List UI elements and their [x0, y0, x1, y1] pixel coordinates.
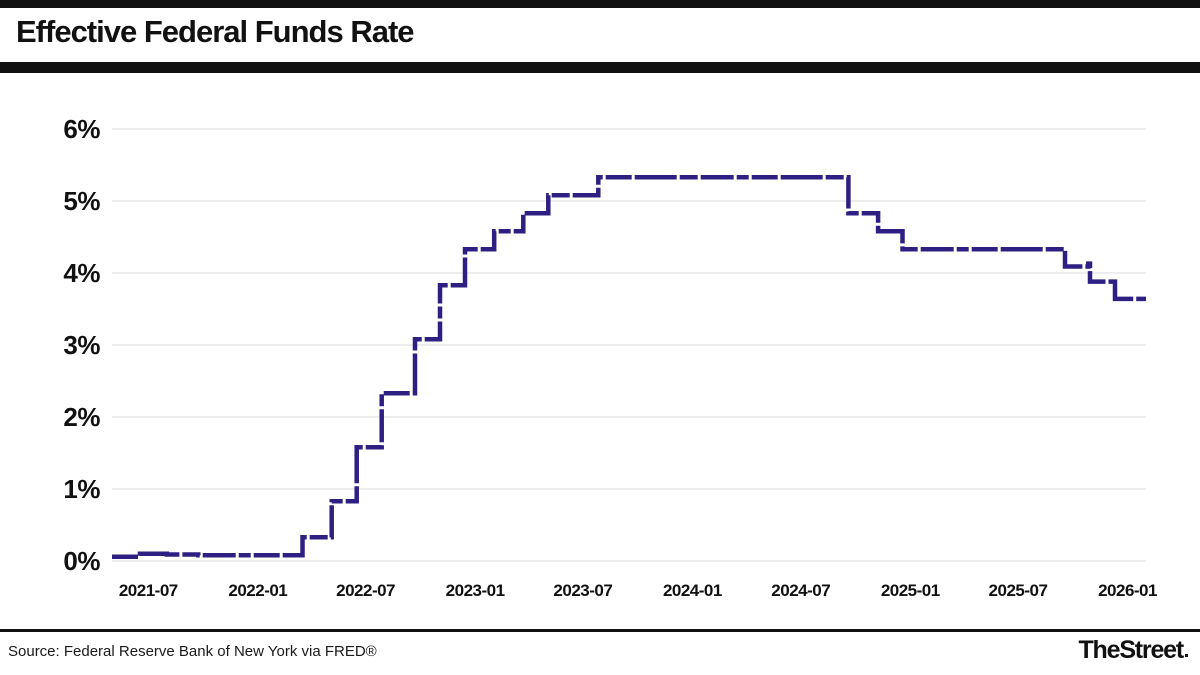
- header-rule: [0, 62, 1200, 73]
- x-axis-tick-label: 2024-01: [662, 581, 722, 600]
- y-axis-tick-label: 5%: [63, 186, 100, 216]
- page-title: Effective Federal Funds Rate: [16, 14, 415, 49]
- brand-logo: TheStreet: [1078, 636, 1188, 665]
- x-axis-tick-label: 2022-01: [228, 581, 288, 600]
- y-axis-tick-label: 4%: [63, 258, 100, 288]
- rate-line: [112, 174, 1146, 559]
- brand-dot: [1185, 654, 1188, 657]
- x-axis-tick-label: 2023-07: [553, 581, 613, 600]
- rate-step-line-chart: [112, 128, 1146, 562]
- x-axis-tick-label: 2025-01: [880, 581, 940, 600]
- y-axis-tick-label: 2%: [63, 402, 100, 432]
- y-axis-tick-label: 6%: [63, 114, 100, 144]
- x-axis-tick-label: 2023-01: [445, 581, 505, 600]
- x-axis-tick-label: 2021-07: [118, 581, 178, 600]
- y-axis-tick-label: 0%: [63, 546, 100, 576]
- y-axis-tick-label: 1%: [63, 474, 100, 504]
- x-axis-tick-label: 2022-07: [336, 581, 396, 600]
- source-text: Source: Federal Reserve Bank of New York…: [8, 643, 377, 660]
- header-top-bar: [0, 0, 1200, 8]
- y-axis-tick-label: 3%: [63, 330, 100, 360]
- x-axis-tick-label: 2026-01: [1098, 581, 1157, 600]
- x-axis-tick-label: 2024-07: [771, 581, 831, 600]
- x-axis-tick-label: 2025-07: [988, 581, 1048, 600]
- brand-text: TheStreet: [1078, 636, 1184, 664]
- chart-area: 0% 1% 2% 3% 4% 5% 6% 2021-07 2022-01 2022-07 2023…: [0, 73, 1200, 618]
- footer: Source: Federal Reserve Bank of New York…: [0, 632, 1200, 675]
- footer-rule: [0, 629, 1200, 632]
